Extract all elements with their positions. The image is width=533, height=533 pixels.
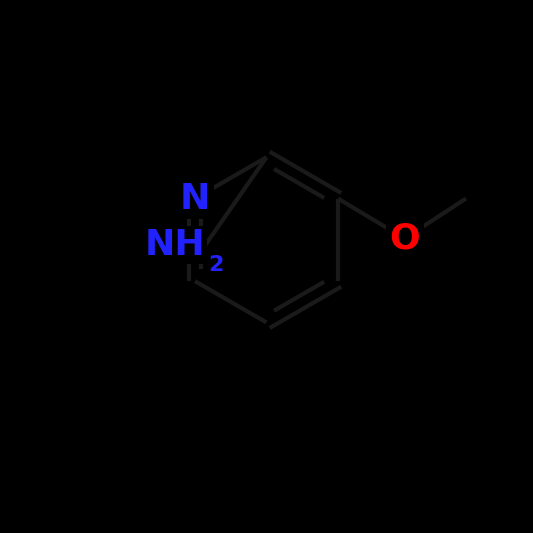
Text: N: N — [180, 182, 210, 215]
Text: NH: NH — [144, 228, 205, 262]
Text: O: O — [389, 222, 420, 255]
Text: 2: 2 — [208, 255, 223, 275]
